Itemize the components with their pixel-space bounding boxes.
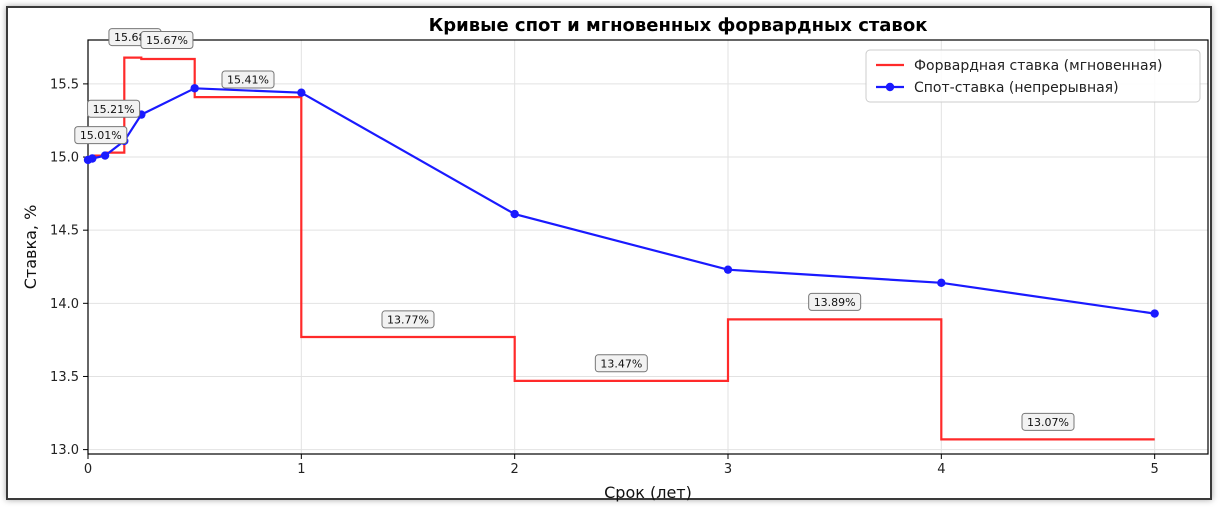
spot-rate-point (723, 265, 733, 274)
value-label: 13.77% (381, 310, 435, 329)
value-label-text: 13.07% (1027, 416, 1069, 429)
value-label-box (808, 292, 862, 311)
value-label-text: 15.21% (93, 103, 135, 116)
spot-rate-point (100, 151, 110, 160)
chart-title: Кривые спот и мгновенных форвардных став… (429, 15, 928, 36)
x-tick-label: 4 (937, 462, 945, 477)
value-label-text: 13.47% (600, 357, 642, 370)
value-label-text: 15.01% (80, 129, 122, 142)
value-label: 15.21% (87, 99, 141, 118)
y-tick-label: 13.0 (50, 443, 79, 458)
value-label-box (87, 99, 141, 118)
value-label-box (1021, 412, 1075, 431)
plot-area (88, 40, 1208, 454)
value-label-text: 13.77% (387, 313, 429, 326)
value-label: 15.41% (221, 70, 275, 89)
y-tick-label: 15.5 (50, 77, 79, 92)
value-label-text: 13.89% (814, 296, 856, 309)
value-label: 13.07% (1021, 412, 1075, 431)
x-axis-label: Срок (лет) (604, 483, 692, 502)
legend-label: Форвардная ставка (мгновенная) (914, 58, 1162, 74)
value-label-box (594, 354, 648, 373)
spot-rate-point (190, 84, 199, 93)
y-tick-label: 13.5 (50, 370, 79, 385)
spot-rate-point (88, 154, 97, 163)
spot-rate-point (937, 278, 946, 288)
spot-rate-point (510, 209, 519, 219)
x-tick-label: 1 (297, 462, 305, 477)
legend-marker (885, 82, 895, 92)
value-label-text: 15.67% (146, 34, 188, 47)
value-label: 13.89% (808, 292, 862, 311)
y-axis-label: Ставка, % (21, 205, 40, 290)
spot-rate-point (297, 88, 306, 97)
y-tick-label: 14.0 (50, 297, 79, 312)
value-label-box (381, 310, 435, 329)
y-tick-label: 14.5 (50, 224, 79, 239)
value-label-box (74, 126, 128, 145)
value-label: 15.01% (74, 126, 128, 145)
value-label: 15.67% (140, 31, 194, 49)
legend-label: Спот-ставка (непрерывная) (914, 80, 1119, 96)
x-tick-label: 3 (724, 462, 732, 477)
spot-rate-point (1150, 309, 1159, 318)
legend: Форвардная ставка (мгновенная) Спот-ставк… (865, 49, 1201, 103)
legend-box (865, 49, 1201, 103)
value-label: 13.47% (594, 354, 648, 373)
x-tick-label: 5 (1151, 462, 1159, 477)
x-tick-label: 2 (511, 462, 519, 477)
value-label-box (140, 31, 194, 49)
y-tick-label: 15.0 (50, 151, 79, 166)
value-label-text: 15.41% (227, 73, 269, 86)
value-label-box (221, 70, 275, 89)
x-tick-label: 0 (84, 462, 92, 477)
plot-frame (87, 39, 1209, 455)
